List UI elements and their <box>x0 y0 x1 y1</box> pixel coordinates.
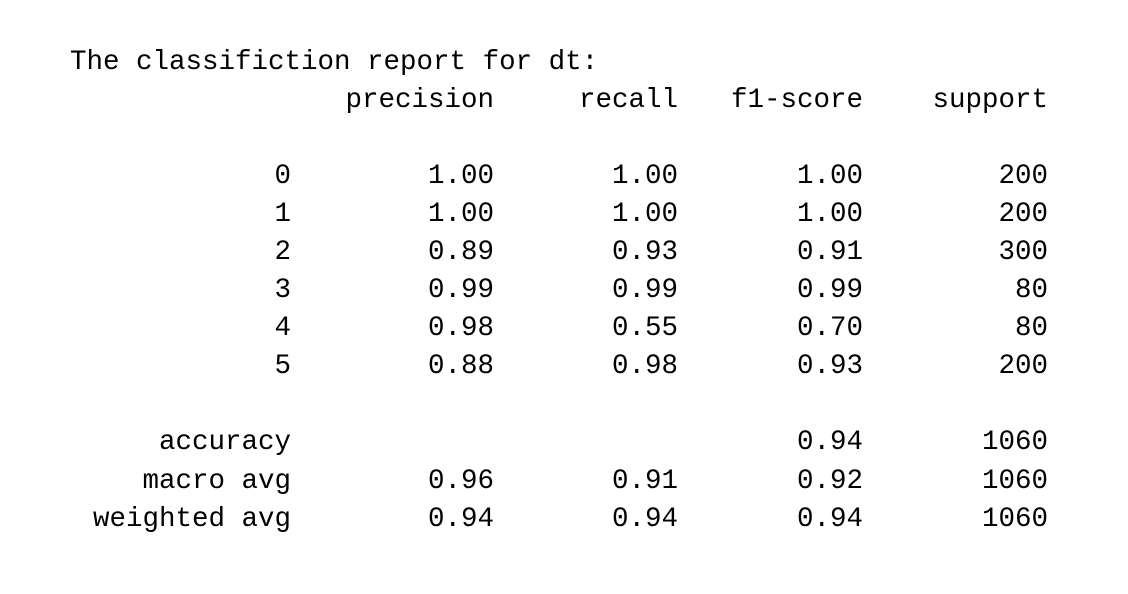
row-recall: 0.99 <box>611 275 678 306</box>
row-support: 300 <box>998 237 1048 268</box>
row-support: 200 <box>998 161 1048 192</box>
row-recall: 1.00 <box>611 199 678 230</box>
class-row: 4 0.98 0.55 0.70 80 <box>0 310 1128 348</box>
row-recall: 0.94 <box>611 504 678 535</box>
row-label: 1 <box>274 199 291 230</box>
class-row: 2 0.89 0.93 0.91 300 <box>0 234 1128 272</box>
header-f1-score: f1-score <box>730 85 863 116</box>
header-precision: precision <box>345 85 494 116</box>
row-support: 200 <box>998 199 1048 230</box>
summary-row-macro-avg: macro avg 0.96 0.91 0.92 1060 <box>0 463 1128 501</box>
row-support: 1060 <box>981 504 1048 535</box>
row-precision: 1.00 <box>427 199 494 230</box>
row-label: 4 <box>274 313 291 344</box>
row-f1-score: 0.92 <box>796 466 863 497</box>
row-support: 80 <box>1014 313 1048 344</box>
row-f1-score: 0.99 <box>796 275 863 306</box>
row-label: weighted avg <box>92 504 291 535</box>
row-label: accuracy <box>158 427 291 458</box>
row-support: 80 <box>1014 275 1048 306</box>
summary-row-weighted-avg: weighted avg 0.94 0.94 0.94 1060 <box>0 501 1128 539</box>
row-label: 0 <box>274 161 291 192</box>
row-f1-score: 0.94 <box>796 427 863 458</box>
row-precision: 0.99 <box>427 275 494 306</box>
row-precision: 0.98 <box>427 313 494 344</box>
header-row: precision recall f1-score support <box>0 82 1128 120</box>
class-row: 3 0.99 0.99 0.99 80 <box>0 272 1128 310</box>
row-precision: 0.89 <box>427 237 494 268</box>
row-f1-score: 1.00 <box>796 161 863 192</box>
row-support: 1060 <box>981 427 1048 458</box>
row-recall: 0.55 <box>611 313 678 344</box>
row-label: macro avg <box>142 466 291 497</box>
row-recall: 0.91 <box>611 466 678 497</box>
row-precision: 0.94 <box>427 504 494 535</box>
row-label: 3 <box>274 275 291 306</box>
row-f1-score: 0.91 <box>796 237 863 268</box>
header-recall: recall <box>578 85 678 116</box>
summary-row-accuracy: accuracy 0.94 1060 <box>0 424 1128 462</box>
row-precision: 0.88 <box>427 351 494 382</box>
class-row: 0 1.00 1.00 1.00 200 <box>0 158 1128 196</box>
row-recall: 1.00 <box>611 161 678 192</box>
row-precision: 1.00 <box>427 161 494 192</box>
row-recall: 0.93 <box>611 237 678 268</box>
class-row: 1 1.00 1.00 1.00 200 <box>0 196 1128 234</box>
row-f1-score: 1.00 <box>796 199 863 230</box>
class-row: 5 0.88 0.98 0.93 200 <box>0 348 1128 386</box>
row-support: 1060 <box>981 466 1048 497</box>
row-support: 200 <box>998 351 1048 382</box>
report-title: The classifiction report for dt: <box>70 47 599 78</box>
row-label: 5 <box>274 351 291 382</box>
row-precision: 0.96 <box>427 466 494 497</box>
row-label: 2 <box>274 237 291 268</box>
header-support: support <box>932 85 1048 116</box>
row-recall: 0.98 <box>611 351 678 382</box>
row-f1-score: 0.93 <box>796 351 863 382</box>
row-f1-score: 0.70 <box>796 313 863 344</box>
row-f1-score: 0.94 <box>796 504 863 535</box>
